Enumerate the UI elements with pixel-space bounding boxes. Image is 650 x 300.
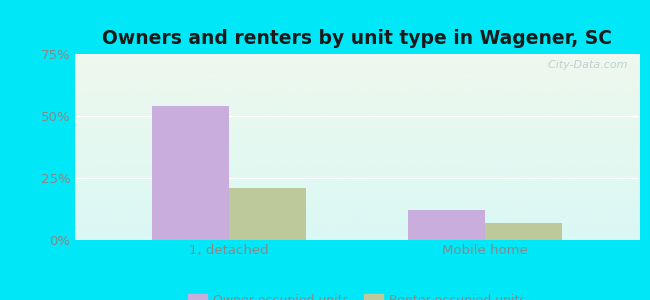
Bar bbox=[485, 223, 562, 240]
Title: Owners and renters by unit type in Wagener, SC: Owners and renters by unit type in Wagen… bbox=[102, 29, 612, 48]
Bar bbox=[229, 188, 306, 240]
Text: City-Data.com: City-Data.com bbox=[541, 60, 628, 70]
Legend: Owner occupied units, Renter occupied units: Owner occupied units, Renter occupied un… bbox=[183, 289, 531, 300]
Bar bbox=[408, 210, 485, 240]
Bar bbox=[151, 106, 229, 240]
